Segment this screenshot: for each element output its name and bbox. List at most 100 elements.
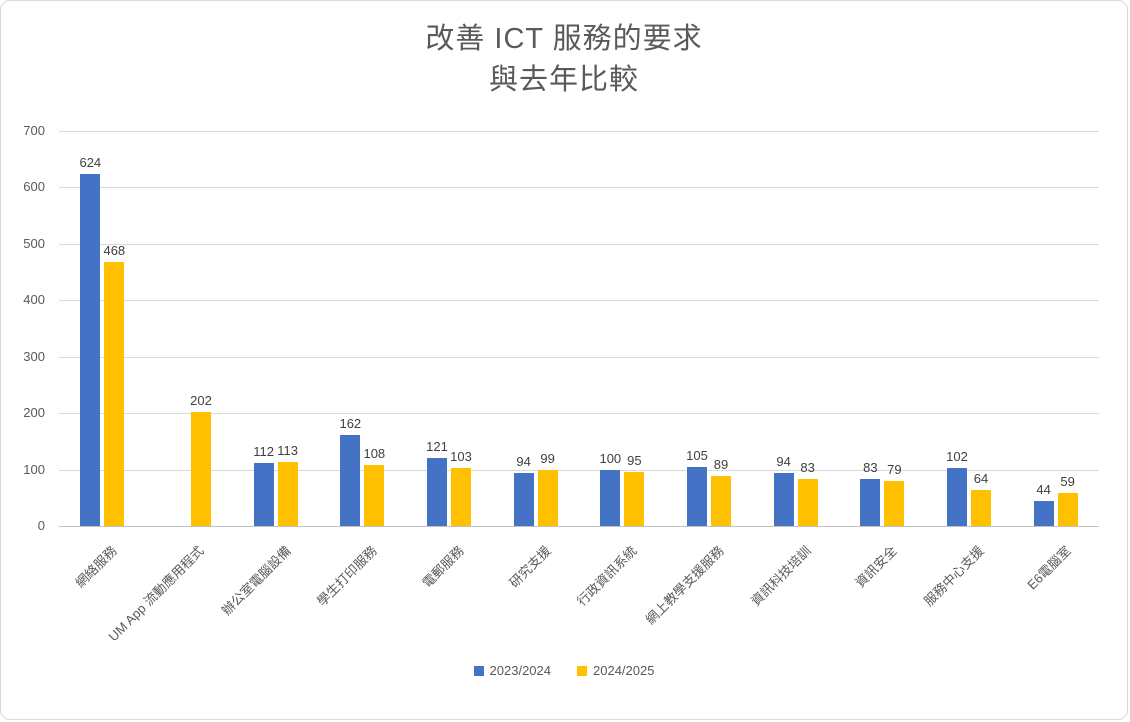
bar-2023-2024[interactable] (686, 466, 707, 526)
bar-2024-2025[interactable] (624, 472, 645, 526)
x-axis: 網絡服務 UM App 流動應用程式 辦公室電腦設備 學生打印服務 電郵服務 研究支援 行政… (59, 535, 1099, 665)
bar-2023-2024[interactable] (426, 457, 447, 526)
chart-title-line1: 改善 ICT 服務的要求 (425, 23, 703, 55)
bar-2023-2024[interactable] (946, 468, 967, 526)
bar-group: 624 468 (59, 131, 146, 526)
x-category-label: 行政資訊系統 (574, 543, 641, 609)
legend: 2023/2024 2024/2025 (1, 663, 1127, 678)
plot-area: 624 468 202 112 113 162 108 121 103 94 99 100 95 105 8… (59, 131, 1099, 527)
bar-2024-2025[interactable] (104, 261, 125, 526)
data-label: 59 (1060, 473, 1075, 489)
bar-2024-2025[interactable] (710, 475, 731, 526)
y-tick-label: 300 (23, 348, 45, 364)
data-label: 113 (277, 443, 299, 459)
bar-2024-2025[interactable] (797, 479, 818, 526)
y-axis: 0 100 200 300 400 500 600 700 (1, 124, 45, 533)
data-label: 108 (363, 446, 386, 462)
bar-2024-2025[interactable] (450, 467, 471, 526)
data-label: 44 (1036, 482, 1051, 498)
x-category-label: 網絡服務 (72, 543, 121, 591)
data-label: 89 (713, 456, 729, 472)
bar-group: 44 59 (1012, 131, 1099, 526)
x-category-label: 服務中心支援 (920, 543, 987, 609)
data-label: 162 (339, 415, 362, 431)
gridline (59, 469, 1099, 471)
data-label: 83 (800, 460, 815, 476)
y-tick-label: 200 (23, 405, 45, 421)
gridline (59, 356, 1099, 358)
bar-2024-2025[interactable] (537, 470, 558, 526)
bar-group: 102 64 (926, 131, 1013, 526)
legend-swatch (577, 665, 587, 676)
bar-group: 100 95 (579, 131, 666, 526)
x-category-label: 資訊安全 (852, 543, 901, 591)
bar-group: 105 89 (666, 131, 753, 526)
data-label: 94 (516, 453, 531, 469)
legend-swatch (473, 665, 484, 676)
data-label: 468 (103, 242, 126, 258)
data-label: 99 (540, 451, 555, 467)
bar-group: 94 99 (492, 131, 579, 526)
x-category-label: 研究支援 (505, 543, 554, 591)
x-category-label: 電郵服務 (419, 543, 467, 591)
data-label: 112 (253, 443, 275, 459)
data-label: 100 (599, 450, 622, 466)
bar-2023-2024[interactable] (340, 434, 361, 526)
gridline (59, 243, 1099, 245)
data-label: 102 (946, 449, 968, 465)
bar-2023-2024[interactable] (600, 469, 621, 526)
gridline (59, 413, 1099, 415)
bar-2024-2025[interactable] (277, 462, 298, 526)
x-axis-line (59, 526, 1099, 527)
data-label: 105 (686, 447, 708, 463)
gridline (59, 187, 1099, 189)
y-tick-label: 600 (23, 179, 45, 195)
data-label: 79 (887, 462, 902, 478)
gridline (59, 300, 1099, 302)
bar-2023-2024[interactable] (513, 472, 534, 526)
bar-group: 121 103 (406, 131, 493, 526)
legend-label: 2024/2025 (593, 663, 655, 678)
bar-group: 83 79 (839, 131, 926, 526)
bar-2024-2025[interactable] (364, 465, 385, 526)
y-tick-label: 500 (23, 235, 45, 251)
y-tick-label: 100 (23, 461, 45, 477)
bar-group: 94 83 (752, 131, 839, 526)
x-category-label: 資訊科技培訓 (747, 543, 814, 609)
legend-label: 2023/2024 (489, 663, 551, 678)
bar-2024-2025[interactable] (884, 481, 905, 526)
x-category-label: E6電腦室 (1023, 543, 1074, 593)
bar-2024-2025[interactable] (970, 489, 991, 526)
chart-title-line2: 與去年比較 (488, 64, 639, 96)
bar-2023-2024[interactable] (80, 173, 101, 526)
bar-group: 112 113 (232, 131, 319, 526)
data-label: 83 (863, 460, 878, 476)
x-category-label: 學生打印服務 (314, 543, 381, 609)
bar-2024-2025[interactable] (190, 412, 211, 526)
bar-2023-2024[interactable] (253, 462, 274, 526)
data-label: 94 (776, 453, 791, 469)
bar-2023-2024[interactable] (860, 479, 881, 526)
bar-group: 202 (146, 131, 233, 526)
bar-group: 162 108 (319, 131, 406, 526)
x-category-label: UM App 流動應用程式 (105, 543, 207, 645)
x-category-label: 網上教學支援服務 (642, 543, 727, 628)
data-label: 624 (79, 154, 102, 170)
legend-item-2023-2024[interactable]: 2023/2024 (473, 663, 551, 678)
data-label: 95 (627, 453, 642, 469)
bar-2023-2024[interactable] (1033, 501, 1054, 526)
data-label: 103 (450, 448, 472, 464)
bar-2023-2024[interactable] (773, 472, 794, 526)
data-label: 64 (973, 470, 989, 486)
y-tick-label: 700 (23, 123, 45, 138)
data-label: 121 (426, 438, 448, 454)
chart-title: 改善 ICT 服務的要求 與去年比較 (1, 19, 1127, 101)
data-label: 202 (190, 393, 212, 409)
y-tick-label: 400 (23, 292, 45, 308)
x-category-label: 辦公室電腦設備 (218, 543, 294, 619)
y-tick-label: 0 (37, 518, 45, 533)
bar-2024-2025[interactable] (1057, 492, 1078, 526)
legend-item-2024-2025[interactable]: 2024/2025 (577, 663, 654, 678)
gridline (59, 131, 1099, 132)
